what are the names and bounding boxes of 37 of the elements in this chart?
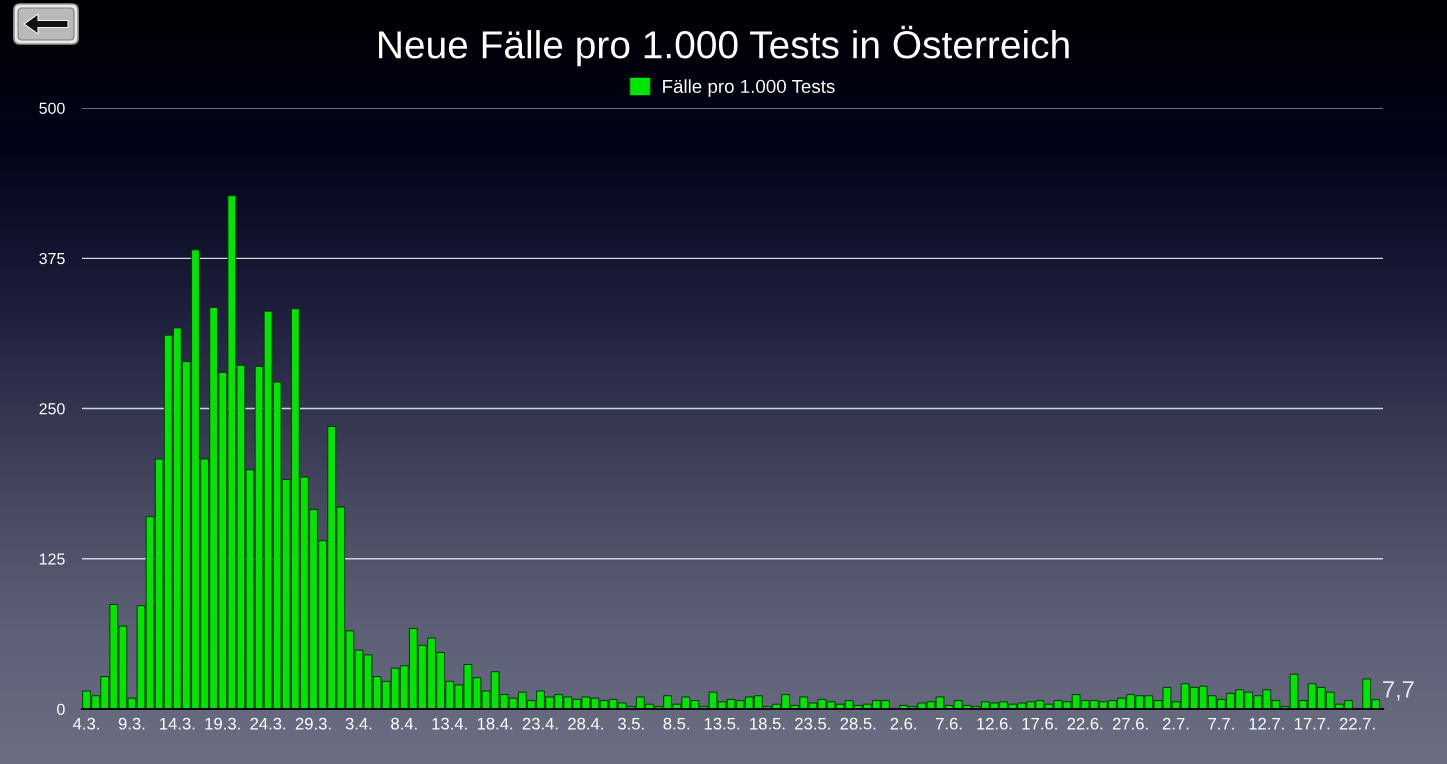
x-tick-label: 23.5. — [795, 717, 830, 730]
x-tick-label: 18.5. — [750, 717, 785, 730]
x-tick-label: 3.4. — [345, 717, 372, 730]
x-tick-label: 2.7. — [1162, 717, 1189, 730]
x-tick-label: 7.7. — [1208, 717, 1234, 730]
x-tick-label: 23.4. — [522, 717, 558, 730]
y-tick-label: 250 — [39, 403, 65, 415]
x-tick-label: 8.4. — [391, 717, 417, 730]
x-tick-label: 4.3. — [73, 717, 99, 730]
y-tick-label: 375 — [39, 252, 65, 265]
x-tick-label: 29.3. — [295, 717, 331, 730]
data-label: 7,7 — [1383, 681, 1414, 701]
x-tick-label: 12.6. — [977, 717, 1012, 730]
x-tick-label: 3.5. — [618, 717, 644, 730]
x-tick-label: 8.5. — [663, 717, 690, 730]
x-tick-label: 2.6. — [890, 717, 917, 730]
legend-label: Fälle pro 1.000 Tests — [663, 79, 835, 97]
x-tick-label: 14.3. — [160, 717, 195, 730]
x-tick-label: 18.4. — [477, 717, 513, 730]
y-tick-label: 0 — [57, 703, 65, 715]
y-tick-label: 500 — [39, 102, 65, 114]
x-tick-label: 17.7. — [1294, 717, 1330, 730]
x-tick-label: 22.7. — [1339, 717, 1375, 730]
chart-title: Neue Fälle pro 1.000 Tests in Österreich — [379, 25, 1069, 67]
x-tick-label: 9.3. — [118, 717, 145, 730]
x-tick-label: 7.6. — [935, 717, 962, 730]
x-tick-label: 22.6. — [1067, 717, 1103, 730]
x-tick-label: 19.3. — [205, 717, 240, 730]
x-tick-label: 13.4. — [432, 717, 467, 730]
x-tick-label: 17.6. — [1022, 717, 1057, 730]
x-tick-label: 28.4. — [568, 717, 603, 730]
x-tick-label: 24.3. — [250, 717, 286, 730]
x-tick-label: 12.7. — [1249, 717, 1284, 730]
x-tick-label: 28.5. — [840, 717, 876, 730]
x-tick-label: 13.5. — [704, 717, 740, 730]
y-tick-label: 125 — [39, 553, 65, 565]
x-tick-label: 27.6. — [1112, 717, 1148, 730]
